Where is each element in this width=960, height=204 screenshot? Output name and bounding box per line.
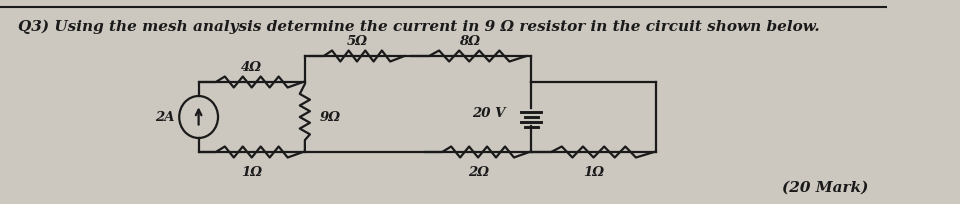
Text: 4Ω: 4Ω: [241, 61, 262, 74]
Text: 1Ω: 1Ω: [241, 165, 262, 178]
Text: 2Ω: 2Ω: [468, 165, 489, 178]
Text: Q3) Using the mesh analysis determine the current in 9 Ω resistor in the circuit: Q3) Using the mesh analysis determine th…: [18, 20, 820, 34]
Text: 9Ω: 9Ω: [320, 111, 341, 124]
Text: 1Ω: 1Ω: [583, 165, 604, 178]
Text: (20 Mark): (20 Mark): [782, 180, 869, 194]
Text: 2A: 2A: [156, 111, 175, 124]
Text: 20 V: 20 V: [472, 107, 505, 120]
Text: 5Ω: 5Ω: [347, 35, 368, 48]
Text: 8Ω: 8Ω: [459, 35, 480, 48]
